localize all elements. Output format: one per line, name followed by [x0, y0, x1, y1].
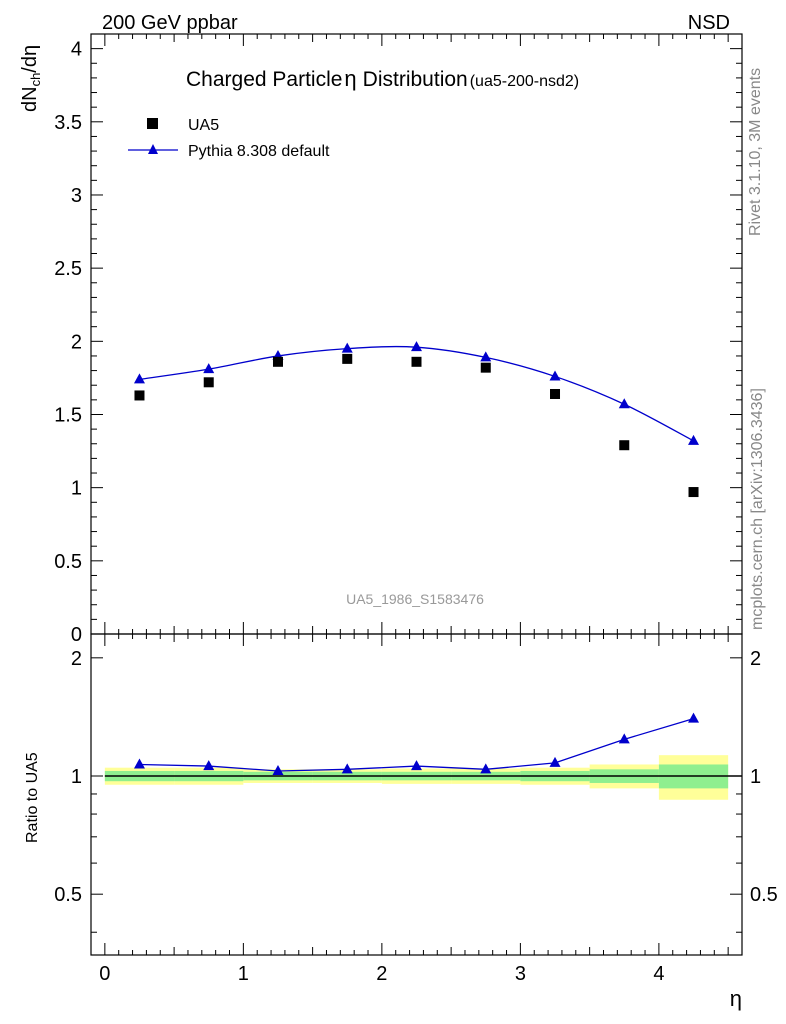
mcplots-label: mcplots.cern.ch [arXiv:1306.3436]: [749, 388, 766, 630]
point-pythia: [411, 341, 422, 352]
title-symbol: η: [344, 66, 356, 91]
point-pythia: [618, 398, 630, 409]
ratio-point-pythia: [133, 758, 145, 769]
header-right: NSD: [688, 12, 730, 34]
ratio-point-pythia: [272, 764, 284, 775]
ratio-point-pythia: [341, 763, 353, 774]
x-tick-label: 4: [653, 963, 664, 985]
ratio-point-pythia: [480, 763, 492, 774]
ratio-y-tick-label-left: 1: [71, 766, 82, 788]
point-ua5: [203, 377, 214, 388]
x-tick-label: 2: [376, 963, 387, 985]
y-label-prefix: dN: [19, 86, 41, 112]
y-tick-label: 1: [71, 478, 82, 500]
y-axis-label: dNch/dη: [19, 45, 43, 112]
title-word: Distribution: [363, 68, 468, 91]
point-ua5: [342, 353, 353, 364]
legend-marker-ua5: [147, 118, 158, 129]
y-tick-label: 1.5: [54, 404, 82, 426]
ratio-y-label: Ratio to UA5: [24, 752, 41, 843]
point-pythia: [203, 363, 215, 374]
point-ua5: [411, 356, 422, 367]
title-main: Charged Particle: [186, 68, 342, 91]
rivet-label: Rivet 3.1.10, 3M events: [747, 68, 764, 236]
y-tick-label: 3.5: [54, 112, 82, 134]
x-tick-label: 1: [238, 963, 249, 985]
ratio-y-tick-label-right: 0.5: [750, 884, 778, 906]
point-ua5: [688, 487, 699, 498]
plot-marks: 0 1 2 3 4 0 0.5 1 1.5 2 2.5 3 3.5 4 0.5 0.5 1 1 2 2: [54, 33, 778, 985]
ratio-point-pythia: [203, 760, 215, 771]
legend: UA5 Pythia 8.308 default: [128, 117, 330, 160]
y-tick-label: 0.5: [54, 551, 82, 573]
point-ua5: [480, 362, 491, 373]
point-pythia: [549, 370, 561, 381]
ratio-frame: [90, 633, 743, 956]
point-ua5: [619, 440, 630, 451]
ratio-y-tick-label-left: 0.5: [54, 884, 82, 906]
legend-label-pythia: Pythia 8.308 default: [188, 143, 330, 160]
y-label-suffix: /dη: [19, 45, 41, 73]
point-ua5: [134, 390, 145, 401]
title-tag: (ua5-200-nsd2): [470, 73, 579, 90]
point-pythia: [688, 434, 700, 445]
legend-label-ua5: UA5: [188, 117, 219, 134]
y-label-sub: ch: [28, 73, 43, 87]
ratio-y-tick-label-right: 2: [750, 648, 761, 670]
ratio-point-pythia: [618, 733, 630, 744]
ratio-point-pythia: [688, 712, 700, 723]
y-tick-label: 0: [71, 624, 82, 646]
x-tick-label: 0: [99, 963, 110, 985]
point-ua5: [550, 389, 561, 399]
point-pythia: [480, 351, 492, 362]
point-ua5: [272, 356, 283, 367]
x-axis-label: η: [730, 986, 742, 1011]
y-tick-label: 2: [71, 331, 82, 353]
header-left: 200 GeV ppbar: [102, 12, 238, 34]
y-tick-label: 2.5: [54, 258, 82, 280]
ratio-point-pythia: [549, 756, 561, 767]
x-tick-label: 3: [515, 963, 526, 985]
y-tick-label: 4: [71, 39, 82, 61]
analysis-label: UA5_1986_S1583476: [346, 591, 484, 607]
point-pythia: [133, 373, 145, 384]
y-tick-label: 3: [71, 185, 82, 207]
legend-marker-pythia: [148, 144, 158, 154]
ratio-point-pythia: [411, 760, 422, 771]
ratio-y-tick-label-right: 1: [750, 766, 761, 788]
ratio-y-tick-label-left: 2: [71, 648, 82, 670]
point-pythia: [341, 342, 353, 353]
chart-title: Charged Particleη Distribution (ua5-200-ns…: [186, 66, 579, 91]
